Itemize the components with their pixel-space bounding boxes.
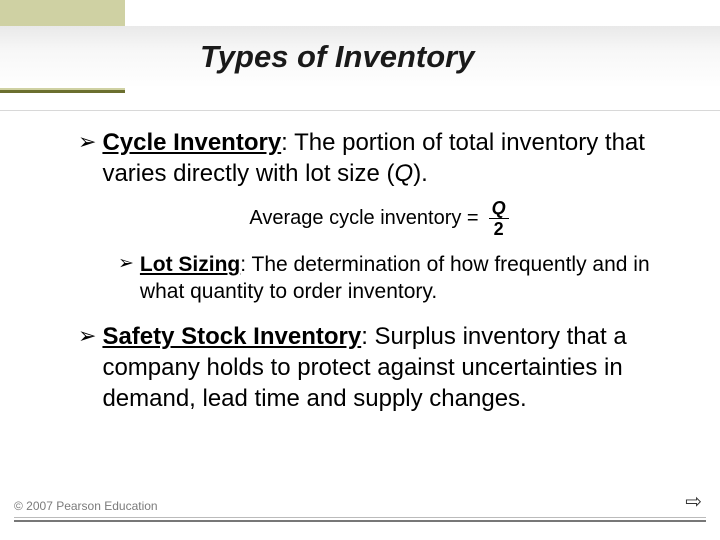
header-accent-line [0,90,125,93]
slide-body: ➢ Cycle Inventory: The portion of total … [78,128,680,418]
copyright-text: © 2007 Pearson Education [14,499,706,513]
bullet-arrow-icon: ➢ [78,128,96,156]
formula-average-cycle-inventory: Average cycle inventory = Q 2 [78,199,680,238]
term-cycle-inventory: Cycle Inventory [102,129,281,156]
term-lot-sizing: Lot Sizing [140,253,240,276]
bullet-text: Safety Stock Inventory: Surplus inventor… [102,322,680,414]
slide-title: Types of Inventory [200,39,474,75]
footer-rule-thin [14,517,706,518]
sub-bullet-text: Lot Sizing: The determination of how fre… [140,252,680,306]
formula-denominator: 2 [494,219,504,238]
bullet-arrow-icon: ➢ [78,322,96,350]
slide-header: Types of Inventory [0,0,720,118]
formula-fraction: Q 2 [489,199,509,238]
formula-label: Average cycle inventory = [249,207,478,230]
bullet-cycle-inventory: ➢ Cycle Inventory: The portion of total … [78,128,680,189]
bullet-text: Cycle Inventory: The portion of total in… [102,128,680,189]
bullet-arrow-icon: ➢ [118,252,134,276]
header-rule [0,110,720,111]
formula-numerator: Q [489,199,509,219]
term-safety-stock: Safety Stock Inventory [102,323,361,350]
footer-rule [14,520,706,522]
title-band: Types of Inventory [0,26,720,88]
slide-footer: © 2007 Pearson Education [14,499,706,522]
sub-bullet-lot-sizing: ➢ Lot Sizing: The determination of how f… [118,252,680,306]
bullet-safety-stock: ➢ Safety Stock Inventory: Surplus invent… [78,322,680,414]
